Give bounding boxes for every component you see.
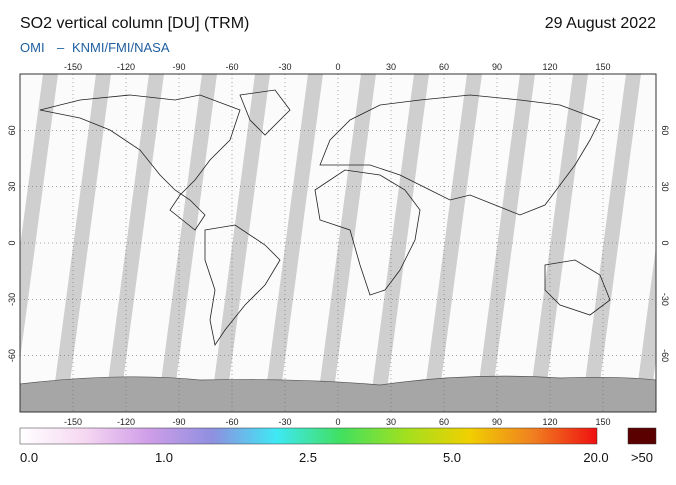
lat-tick-label: 60: [7, 125, 17, 135]
lon-tick-label: 60: [439, 62, 449, 72]
lat-tick-label: -60: [7, 349, 17, 362]
lon-tick-label: -60: [225, 62, 238, 72]
lon-tick-label: -30: [278, 417, 291, 427]
lat-tick-label: 0: [7, 240, 17, 245]
lat-tick-label: 0: [660, 240, 670, 245]
lon-tick-label: 30: [386, 62, 396, 72]
lon-tick-label: 30: [386, 417, 396, 427]
map-frame: [19, 73, 657, 413]
swath: [172, 74, 255, 412]
lon-tick-label: -90: [172, 417, 185, 427]
swath: [20, 74, 43, 247]
lat-tick-label: 30: [7, 182, 17, 192]
swath: [278, 74, 361, 412]
graticule: [20, 74, 656, 412]
lon-tick-label: -120: [117, 62, 135, 72]
colorbar-overflow: [627, 427, 657, 445]
credit: KNMI/FMI/NASA: [72, 40, 170, 55]
colorbar-label: >50: [631, 450, 653, 465]
lon-tick-label: -150: [64, 417, 82, 427]
lat-tick-label: 60: [660, 125, 670, 135]
colorbar-label: 20.0: [583, 450, 608, 465]
lat-tick-label: -60: [660, 349, 670, 362]
lon-tick-label: -90: [172, 62, 185, 72]
swath: [225, 74, 308, 412]
lon-tick-label: 150: [595, 62, 610, 72]
lon-tick-label: -150: [64, 62, 82, 72]
lon-tick-label: 0: [335, 417, 340, 427]
orbit-swaths: [20, 74, 656, 412]
lat-tick-label: 30: [660, 182, 670, 192]
lat-tick-label: -30: [660, 293, 670, 306]
credit: OMI: [20, 40, 45, 55]
coastlines: [39, 89, 611, 347]
lon-tick-label: 150: [595, 417, 610, 427]
date: 29 August 2022: [545, 15, 656, 32]
colorbar-label: 0.0: [20, 450, 38, 465]
swath: [384, 74, 467, 412]
lon-tick-label: 60: [439, 417, 449, 427]
swath: [596, 74, 656, 412]
swath: [20, 74, 96, 412]
lon-tick-label: 90: [492, 417, 502, 427]
lon-tick-label: 120: [542, 62, 557, 72]
lon-tick-label: 90: [492, 62, 502, 72]
lon-tick-label: 120: [542, 417, 557, 427]
map: [20, 74, 656, 412]
credit-separator: –: [57, 40, 65, 55]
colorbar-label: 1.0: [155, 450, 173, 465]
swath: [66, 74, 149, 412]
lon-tick-label: -60: [225, 417, 238, 427]
lon-tick-label: -120: [117, 417, 135, 427]
lat-tick-label: -30: [7, 293, 17, 306]
colorbar-label: 2.5: [299, 450, 317, 465]
lon-tick-label: 0: [335, 62, 340, 72]
swath: [437, 74, 520, 412]
title: SO2 vertical column [DU] (TRM): [20, 15, 249, 32]
lon-tick-label: -30: [278, 62, 291, 72]
swath: [490, 74, 573, 412]
colorbar-label: 5.0: [443, 450, 461, 465]
colorbar: [19, 427, 598, 445]
